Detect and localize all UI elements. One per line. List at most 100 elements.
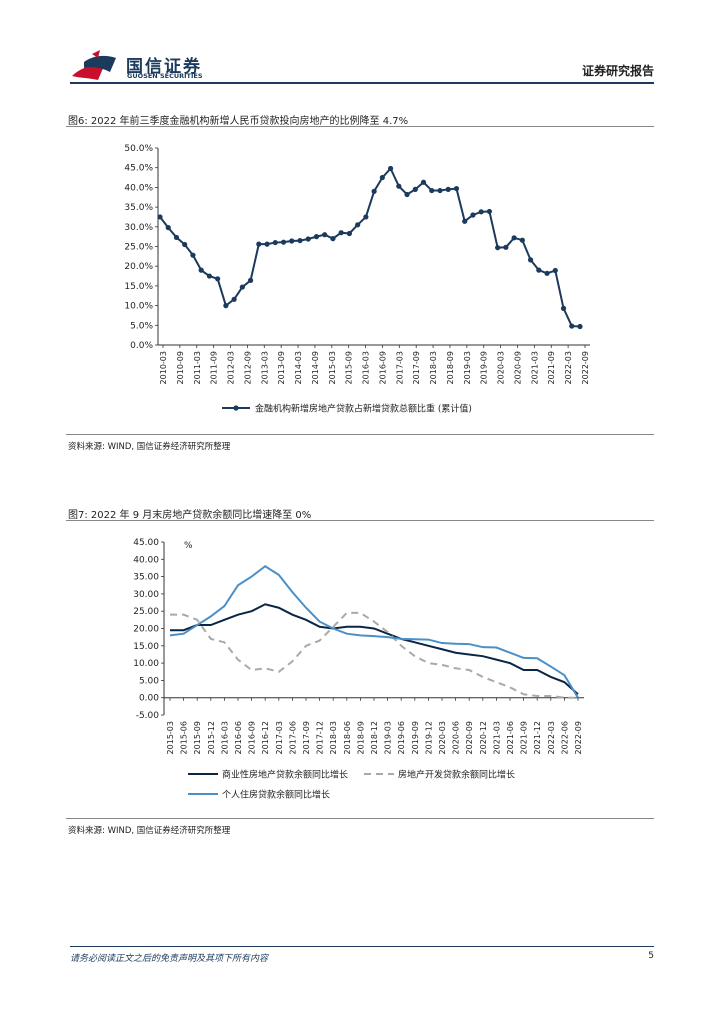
fig7-xtick-label: 2017-12 bbox=[316, 721, 325, 754]
fig7-series-line-0 bbox=[170, 603, 579, 695]
fig7-series-line-1 bbox=[170, 611, 578, 699]
fig6-data-point bbox=[223, 303, 229, 309]
fig6-data-point bbox=[264, 241, 270, 247]
fig6-data-point bbox=[198, 267, 204, 273]
fig6-xtick-label: 2020-03 bbox=[497, 351, 506, 384]
fig6-data-point bbox=[297, 237, 303, 244]
fig7-xtick-label: 2021-12 bbox=[533, 721, 542, 754]
fig6-data-point bbox=[396, 183, 402, 189]
guosen-logo-icon bbox=[72, 50, 116, 80]
fig6-xtick-label: 2018-09 bbox=[446, 351, 455, 384]
fig6-xtick-label: 2016-03 bbox=[362, 351, 371, 384]
fig6-data-point bbox=[173, 234, 180, 241]
fig6-xtick-label: 2012-09 bbox=[243, 351, 252, 384]
fig6-data-point bbox=[157, 214, 163, 220]
fig6-data-point bbox=[560, 305, 567, 311]
fig7-xtick-label: 2020-03 bbox=[438, 721, 447, 754]
fig6-data-point bbox=[495, 245, 501, 251]
fig6-ytick-label: 35.0% bbox=[124, 203, 153, 213]
fig6-chart: 0.0% 5.0% 10.0% 15.0% 20.0% 25.0% 30.0% 35.0% 40… bbox=[124, 144, 590, 415]
section-label: 证券研究报告 bbox=[581, 64, 654, 78]
fig6-data-point bbox=[231, 296, 237, 302]
fig6-xtick-label: 2021-09 bbox=[547, 351, 556, 384]
fig7-ytick-label: 5.00 bbox=[139, 676, 159, 686]
fig6-data-point bbox=[387, 165, 394, 172]
fig7-ytick-label: 25.00 bbox=[133, 607, 159, 617]
fig7-source: 资料来源: WIND, 国信证券经济研究所整理 bbox=[68, 826, 231, 836]
fig6-data-point bbox=[338, 230, 344, 236]
fig7-ytick-label: 40.00 bbox=[133, 555, 159, 565]
fig6-xtick-label: 2013-03 bbox=[260, 351, 269, 384]
fig7-ytick-label: 20.00 bbox=[133, 625, 159, 635]
fig6-legend-marker bbox=[233, 405, 239, 411]
fig7-xtick-label: 2020-06 bbox=[452, 721, 461, 754]
fig7-xtick-label: 2019-06 bbox=[397, 721, 406, 754]
fig6-data-point bbox=[445, 186, 451, 192]
header-rule bbox=[70, 82, 654, 84]
fig6-source: 资料来源: WIND, 国信证券经济研究所整理 bbox=[68, 442, 231, 452]
fig7-title: 图7: 2022 年 9 月末房地产贷款余额同比增速降至 0% bbox=[68, 510, 312, 521]
fig6-data-point bbox=[379, 174, 385, 181]
fig7-xtick-label: 2015-09 bbox=[193, 721, 202, 754]
fig7-xtick-label: 2021-03 bbox=[492, 721, 501, 754]
fig6-data-point bbox=[363, 214, 369, 220]
fig6-data-point bbox=[165, 224, 171, 231]
header-logo: 国信证券 GUOSEN SECURITIES bbox=[70, 50, 210, 84]
fig7-xtick-label: 2017-06 bbox=[288, 721, 297, 754]
fig7-xtick-label: 2017-09 bbox=[302, 721, 311, 754]
fig7-top-rule bbox=[66, 520, 654, 521]
fig7-chart: -5.00 0.00 5.00 10.00 15.00 20.00 25.00 30.00 35… bbox=[133, 538, 584, 801]
fig6-xtick-label: 2019-09 bbox=[480, 351, 489, 384]
fig6-data-point bbox=[206, 273, 213, 279]
fig7-xtick-label: 2022-09 bbox=[574, 721, 583, 754]
fig6-data-point bbox=[330, 236, 336, 242]
fig6-xtick-label: 2017-09 bbox=[412, 351, 421, 384]
fig7-xtick-label: 2021-09 bbox=[520, 721, 529, 754]
fig7-xtick-label: 2018-06 bbox=[343, 721, 352, 754]
fig6-ytick-label: 5.0% bbox=[130, 321, 153, 331]
fig6-xtick-label: 2022-09 bbox=[581, 351, 590, 384]
fig6-legend-label: 金融机构新增房地产贷款占新增贷款总额比重 (累计值) bbox=[255, 403, 472, 415]
fig6-xtick-label: 2014-03 bbox=[294, 351, 303, 384]
fig6-bottom-rule bbox=[66, 434, 654, 435]
fig7-ylabel: % bbox=[184, 541, 193, 551]
fig7-legend-label-0: 商业性房地产贷款余额同比增长 bbox=[222, 769, 348, 781]
fig6-ytick-label: 50.0% bbox=[124, 144, 153, 154]
fig7-xtick-label: 2019-09 bbox=[411, 721, 420, 754]
fig6-top-rule bbox=[66, 126, 654, 127]
fig7-xtick-label: 2019-03 bbox=[384, 721, 393, 754]
fig6-data-point bbox=[256, 241, 262, 247]
fig6-data-point bbox=[190, 252, 196, 258]
fig7-xtick-label: 2018-09 bbox=[356, 721, 365, 754]
fig6-data-point bbox=[511, 235, 517, 241]
fig6-xtick-label: 2011-03 bbox=[193, 351, 202, 384]
fig6-data-point bbox=[371, 188, 377, 194]
fig7-xtick-label: 2020-09 bbox=[465, 721, 474, 754]
fig7-ytick-label: 0.00 bbox=[139, 694, 159, 704]
fig6-data-point bbox=[486, 208, 493, 215]
fig6-ytick-label: 30.0% bbox=[124, 223, 153, 233]
fig7-xtick-label: 2021-06 bbox=[506, 721, 515, 754]
fig7-xtick-label: 2016-12 bbox=[261, 721, 270, 754]
fig7-xtick-label: 2016-03 bbox=[220, 721, 229, 754]
fig6-data-point bbox=[519, 237, 525, 243]
fig6-data-point bbox=[527, 257, 534, 263]
fig6-data-point bbox=[313, 234, 320, 240]
fig6-series-line bbox=[159, 166, 581, 328]
fig6-data-point bbox=[420, 179, 427, 185]
fig6-xtick-label: 2016-09 bbox=[378, 351, 387, 384]
fig6-data-point bbox=[239, 284, 245, 290]
fig6-title: 图6: 2022 年前三季度金融机构新增人民币贷款投向房地产的比例降至 4.7% bbox=[68, 116, 409, 127]
fig7-xtick-label: 2022-03 bbox=[547, 721, 556, 754]
fig6-ytick-label: 10.0% bbox=[124, 302, 153, 312]
fig7-xtick-label: 2016-06 bbox=[234, 721, 243, 754]
page-number: 5 bbox=[648, 951, 654, 961]
fig7-xtick-label: 2015-12 bbox=[207, 721, 216, 754]
fig7-xtick-label: 2022-06 bbox=[560, 721, 569, 754]
fig7-xtick-label: 2015-03 bbox=[166, 721, 175, 754]
fig7-series-line-2 bbox=[169, 565, 579, 699]
fig6-xtick-label: 2010-09 bbox=[176, 351, 185, 384]
fig6-data-point bbox=[247, 277, 254, 283]
fig6-data-point bbox=[478, 209, 484, 215]
fig6-ytick-label: 40.0% bbox=[124, 183, 153, 193]
